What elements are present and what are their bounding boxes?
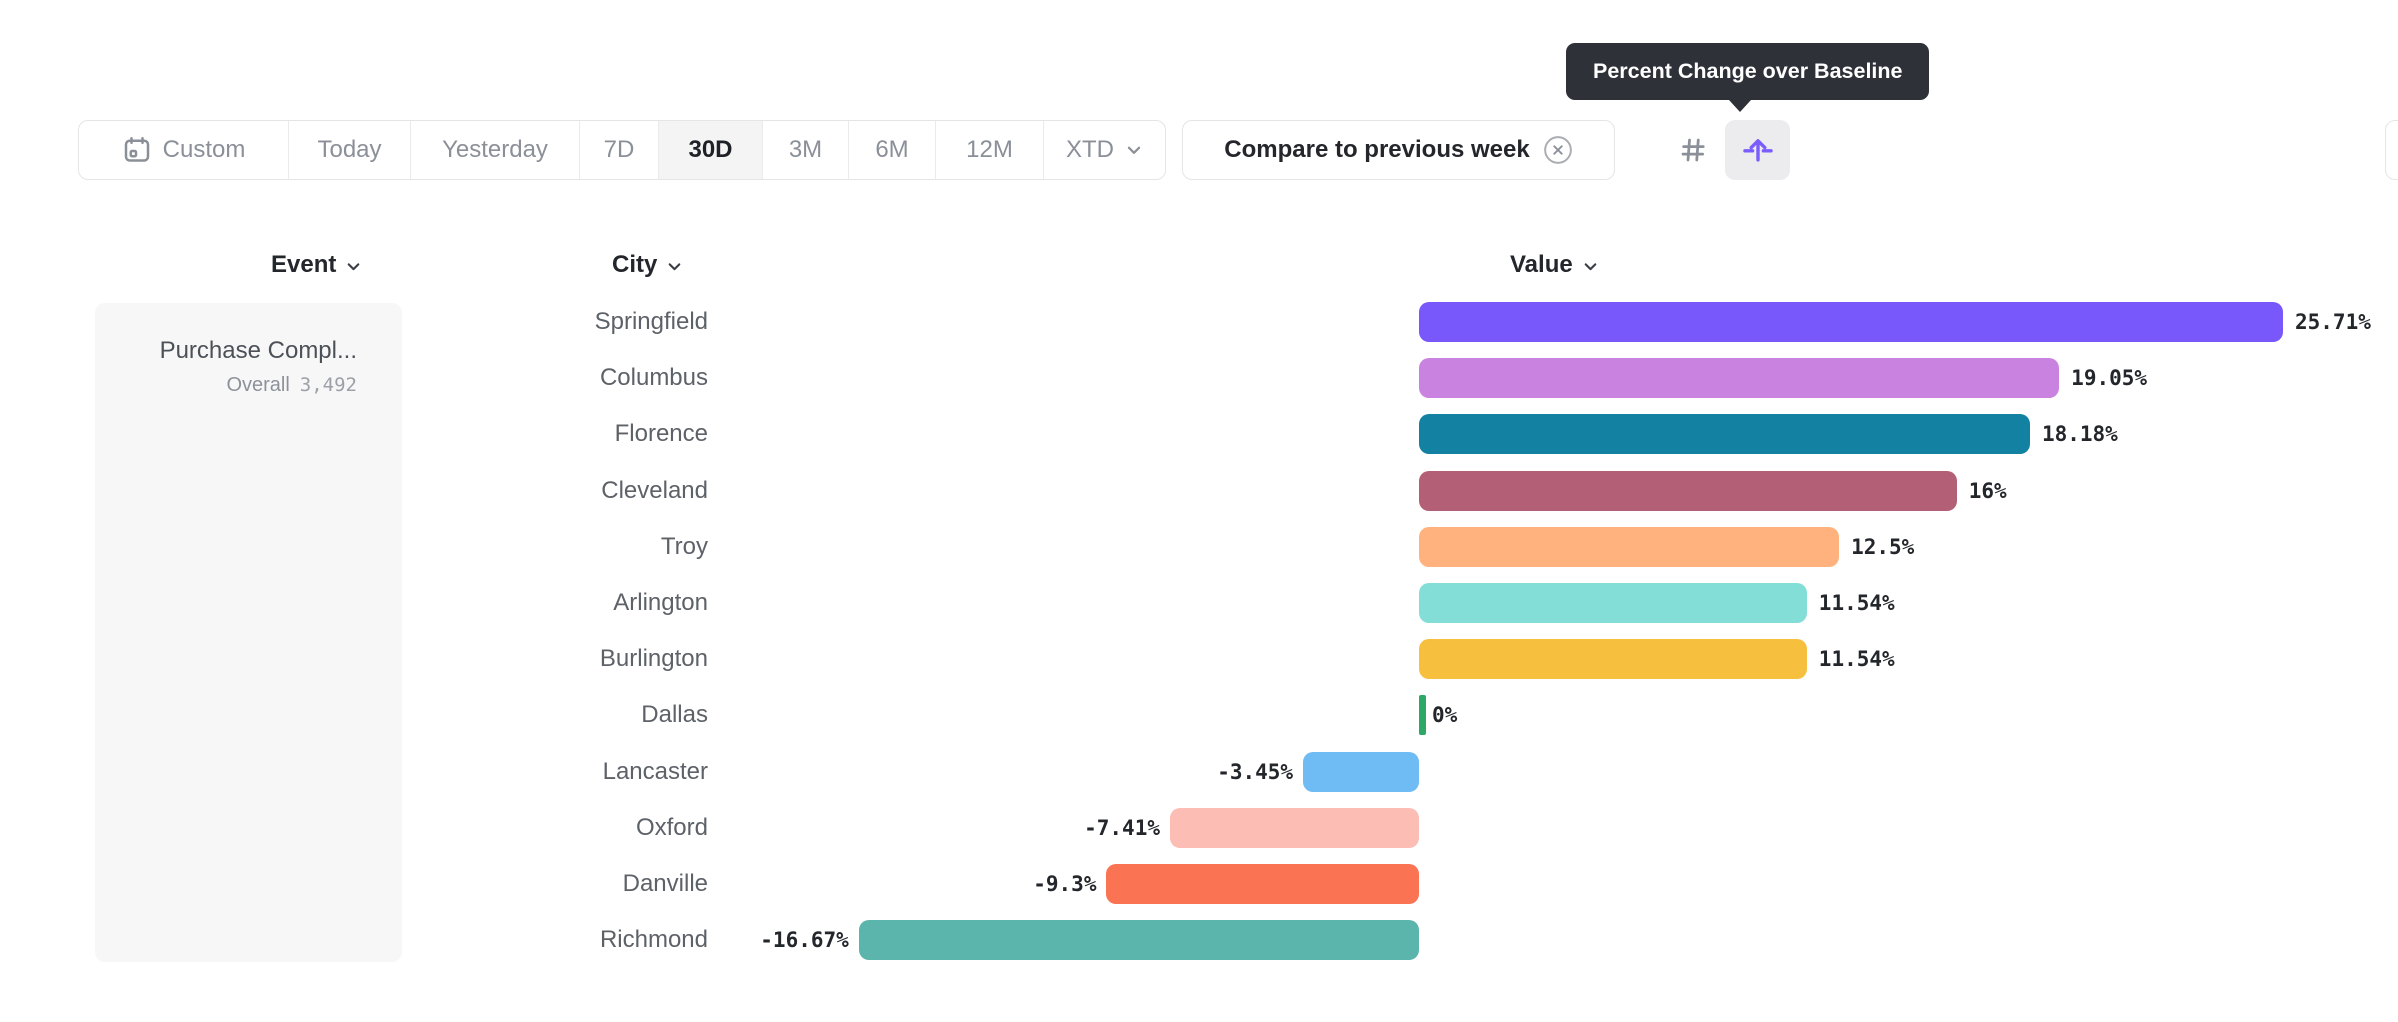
chart-row-dallas: Dallas 0% (0, 687, 2398, 743)
chevron-down-icon (1125, 141, 1143, 159)
chart-row-arlington: Arlington 11.54% (0, 575, 2398, 631)
value-label: 11.54% (1818, 591, 1895, 615)
date-range-today[interactable]: Today (288, 121, 410, 179)
chart-row-lancaster: Lancaster -3.45% (0, 744, 2398, 800)
value-label: -7.41% (1084, 815, 1160, 840)
overall-value: 3,492 (299, 374, 357, 396)
value-label: 18.18% (2041, 422, 2118, 447)
view-toggle-percent-change[interactable] (1725, 120, 1790, 180)
city-label: Florence (614, 420, 708, 448)
compare-chip-label: Compare to previous week (1224, 136, 1530, 163)
value-bar[interactable] (858, 920, 1419, 961)
overall-label: Overall (226, 374, 290, 396)
chart-row-springfield: Springfield 25.71% (0, 294, 2398, 350)
value-bar[interactable] (1419, 414, 2030, 455)
date-range-7d[interactable]: 7D (579, 121, 658, 179)
column-header-event[interactable]: Event (271, 250, 362, 280)
circle-x-icon[interactable] (1543, 135, 1573, 165)
city-label: Lancaster (602, 757, 708, 785)
value-label: 11.54% (1818, 647, 1895, 672)
city-label: Burlington (599, 645, 708, 673)
city-label: Cleveland (601, 476, 708, 504)
clipped-right-button[interactable] (2385, 120, 2398, 180)
date-range-label: XTD (1066, 136, 1114, 163)
value-bar[interactable] (1419, 526, 1840, 567)
compare-chip[interactable]: Compare to previous week (1182, 120, 1615, 180)
value-label: -3.45% (1217, 759, 1294, 784)
chart-row-columbus: Columbus 19.05% (0, 350, 2398, 406)
column-header-city[interactable]: City (612, 250, 683, 280)
chevron-down-icon (1582, 258, 1599, 275)
date-range-6m[interactable]: 6M (848, 121, 935, 179)
date-range-xtd[interactable]: XTD (1043, 121, 1165, 179)
date-range-label: 30D (688, 136, 733, 163)
city-label: Springfield (594, 308, 708, 335)
chart-row-florence: Florence 18.18% (0, 406, 2398, 462)
baseline-arrow-icon (1741, 133, 1775, 167)
date-range-label: 7D (603, 136, 635, 163)
value-bar[interactable] (1419, 358, 2060, 399)
value-label: -9.3% (1033, 872, 1097, 896)
grid-icon (1678, 135, 1708, 165)
value-label: 16% (1968, 478, 2007, 503)
event-overall-row: Overall 3,492 (95, 374, 357, 397)
date-range-label: Yesterday (442, 136, 548, 163)
date-range-label: 12M (966, 136, 1013, 163)
chart-row-danville: Danville -9.3% (0, 856, 2398, 912)
chart-row-troy: Troy 12.5% (0, 519, 2398, 575)
date-range-control: Custom Today Yesterday 7D 30D 3M 6M 12M XTD (78, 120, 1166, 180)
value-bar[interactable] (1303, 751, 1419, 792)
chevron-down-icon (666, 258, 683, 275)
date-range-label: 6M (875, 136, 909, 163)
event-panel[interactable]: Purchase Compl... Overall 3,492 (95, 303, 402, 962)
city-label: Troy (660, 532, 708, 560)
tooltip-text: Percent Change over Baseline (1593, 59, 1903, 83)
value-bar[interactable] (1169, 807, 1419, 848)
column-header-label: City (612, 251, 658, 278)
chevron-down-icon (345, 258, 362, 275)
chart-row-oxford: Oxford -7.41% (0, 800, 2398, 856)
date-range-3m[interactable]: 3M (762, 121, 848, 179)
date-range-label: 3M (788, 136, 823, 163)
date-range-label: Today (317, 136, 382, 163)
date-range-yesterday[interactable]: Yesterday (410, 121, 579, 179)
value-bar[interactable] (1419, 470, 1957, 511)
column-header-label: Value (1510, 251, 1573, 278)
chart-view-toggle (1660, 120, 1790, 180)
date-range-30d[interactable]: 30D (658, 121, 762, 179)
city-label: Oxford (635, 813, 708, 841)
event-title: Purchase Compl... (159, 337, 357, 364)
value-bar[interactable] (1419, 583, 1807, 623)
value-label: -16.67% (760, 928, 849, 953)
city-label: Dallas (641, 701, 708, 729)
column-header-value[interactable]: Value (1510, 250, 1599, 280)
value-label: 0% (1432, 703, 1458, 728)
date-range-label: Custom (162, 136, 246, 163)
value-bar[interactable] (1106, 864, 1419, 904)
value-bar[interactable] (1419, 302, 2283, 342)
date-range-12m[interactable]: 12M (935, 121, 1043, 179)
chart-row-richmond: Richmond -16.67% (0, 912, 2398, 968)
city-label: Danville (622, 870, 708, 897)
tooltip-arrow (1729, 100, 1751, 112)
chart-row-cleveland: Cleveland 16% (0, 463, 2398, 519)
city-label: Columbus (599, 364, 708, 392)
value-bar[interactable] (1419, 639, 1807, 680)
value-bar[interactable] (1419, 695, 1426, 736)
value-label: 19.05% (2071, 366, 2148, 391)
tooltip: Percent Change over Baseline (1566, 43, 1930, 112)
value-label: 25.71% (2295, 310, 2371, 334)
city-label: Richmond (599, 926, 708, 954)
view-toggle-grid[interactable] (1660, 120, 1725, 180)
chart-row-burlington: Burlington 11.54% (0, 631, 2398, 687)
column-header-label: Event (271, 251, 337, 278)
date-range-custom[interactable]: Custom (79, 121, 288, 179)
city-label: Arlington (613, 589, 708, 616)
value-label: 12.5% (1851, 534, 1915, 559)
calendar-icon (122, 135, 152, 165)
